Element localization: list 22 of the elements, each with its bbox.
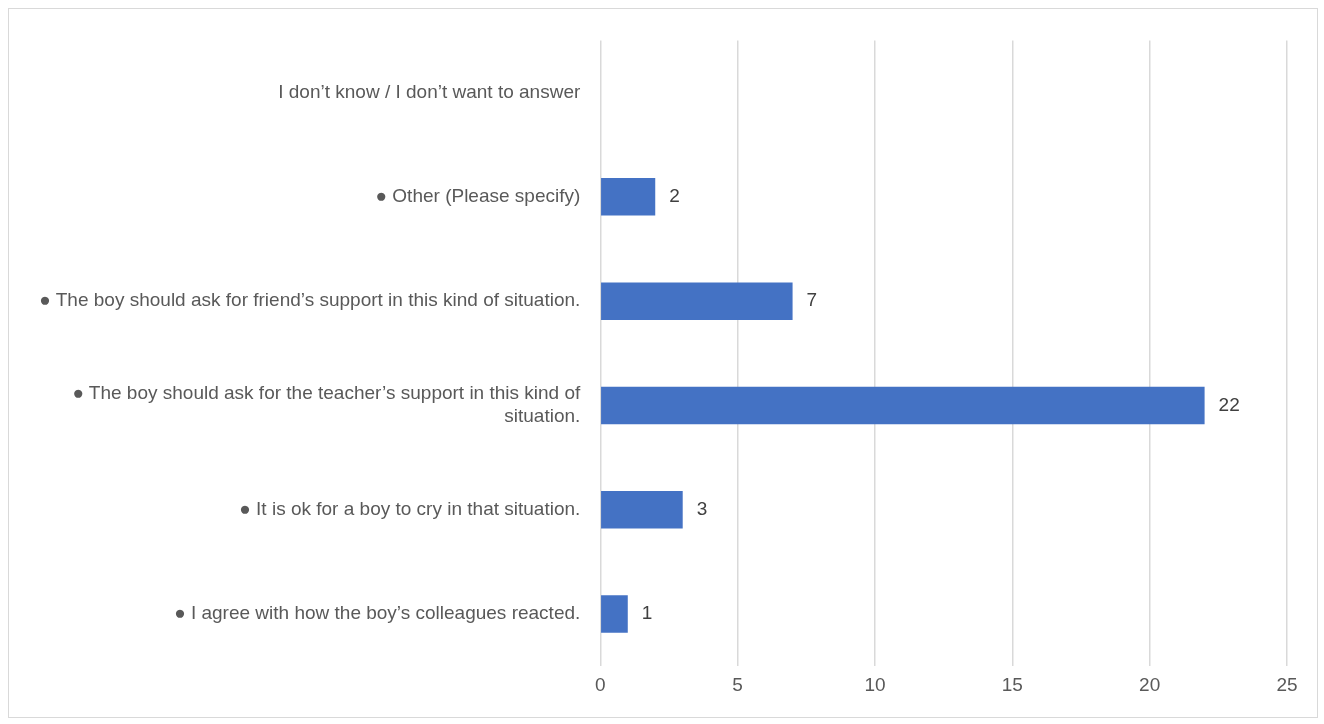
- x-tick-label: 20: [1139, 673, 1161, 695]
- y-tick-label: ● I agree with how the boy’s colleagues reacted.: [174, 602, 581, 624]
- x-tick-label: 15: [1001, 673, 1023, 695]
- data-label: 1: [641, 602, 653, 624]
- y-tick-label: ● The boy should ask for friend’s support in this kind of situation.: [39, 289, 581, 311]
- y-tick-label: ● Other (Please specify): [375, 185, 581, 207]
- data-label: 3: [696, 497, 708, 519]
- data-label: 7: [806, 289, 818, 311]
- bar: [601, 282, 793, 320]
- bar: [601, 595, 628, 633]
- bar: [601, 386, 1205, 425]
- y-tick-label: I don’t know / I don’t want to answer: [278, 80, 581, 102]
- x-tick-label: 25: [1276, 673, 1298, 695]
- y-tick-label: ● It is ok for a boy to cry in that situation.: [239, 497, 581, 519]
- x-tick-label: 10: [864, 673, 886, 695]
- bar: [601, 490, 683, 529]
- y-tick-label: ● The boy should ask for the teacher’s support in this kind of situation.: [72, 382, 582, 427]
- data-label: 22: [1218, 393, 1240, 415]
- x-tick-label: 0: [595, 673, 606, 695]
- bar: [601, 178, 656, 216]
- data-label: 2: [669, 185, 680, 207]
- x-tick-label: 5: [732, 673, 743, 695]
